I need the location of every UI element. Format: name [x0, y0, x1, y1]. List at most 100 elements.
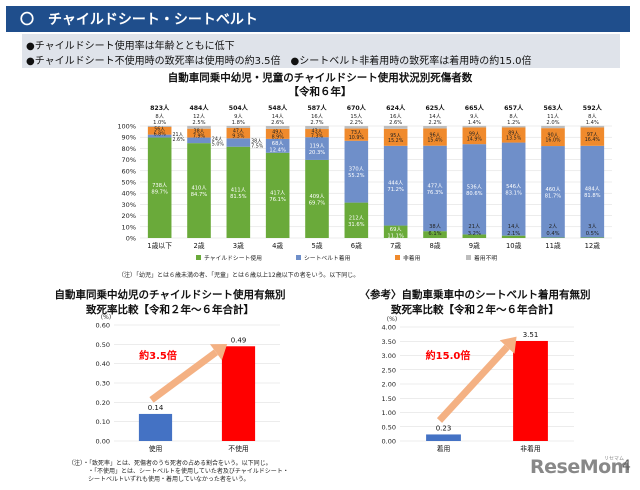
data-label: 7.5%: [251, 144, 264, 150]
page-title: 〇 チャイルドシート・シートベルト: [20, 12, 258, 28]
data-label: 89.7%: [151, 189, 168, 195]
data-label: 546人: [506, 183, 521, 190]
data-label: 16.4%: [585, 137, 601, 143]
data-label: 6.1%: [428, 231, 441, 237]
data-label: 1.4%: [468, 120, 481, 126]
data-label: 212人: [349, 214, 364, 221]
x-tick-label: 3歳: [233, 241, 244, 250]
bar-segment: [344, 128, 369, 141]
bar-segment: [423, 145, 447, 232]
data-label: 2.2%: [350, 120, 363, 126]
data-label: 2.6%: [271, 120, 284, 126]
annotation-label: 約3.5倍: [139, 349, 177, 362]
total-label: 670人: [347, 104, 367, 112]
bar-segment: [147, 127, 172, 135]
data-label: 73人: [351, 130, 362, 136]
total-label: 563人: [543, 104, 563, 112]
left-chart-subtitle: 致死率比較【令和２年～６年合計】: [86, 304, 254, 316]
data-label: 738人: [152, 182, 167, 189]
y-tick-label: 0.40: [96, 360, 110, 368]
data-label: 69.7%: [309, 200, 326, 206]
data-label: 14人: [272, 113, 284, 120]
y-tick-label: 4.00: [382, 324, 396, 332]
bar-segment: [462, 125, 487, 128]
legend-swatch: [196, 255, 201, 260]
right-chart-subtitle: 致死率比較【令和２年～６年合計】: [391, 304, 559, 316]
arrow-head: [499, 336, 517, 354]
left-note-2: ・「不使用」とは、シートベルトを使用していた者及びチャイルドシート・: [88, 468, 289, 475]
data-label: 370人: [349, 166, 364, 173]
arrow-shaft: [436, 344, 510, 423]
value-label: 3.51: [523, 331, 539, 339]
data-label: 68人: [272, 140, 284, 147]
bar-segment: [187, 143, 211, 238]
data-label: 2.2%: [428, 120, 441, 126]
data-label: 71.2%: [387, 187, 404, 193]
data-label: 3.2%: [468, 231, 481, 237]
bar-segment: [423, 126, 447, 129]
page-number: 4: [622, 458, 631, 474]
data-label: 47人: [233, 129, 244, 135]
data-label: 20.3%: [309, 150, 326, 156]
bar-segment: [383, 145, 408, 226]
bar-segment: [147, 134, 172, 138]
x-tick-label: 使用: [149, 444, 163, 453]
bar: [221, 346, 256, 441]
x-tick-label: 4歳: [272, 241, 283, 250]
x-tick-label: 10歳: [506, 241, 522, 250]
data-label: 9人: [234, 113, 243, 120]
value-label: 0.23: [436, 424, 452, 432]
unit-label: (%): [101, 314, 111, 321]
bar-segment: [265, 126, 290, 129]
x-tick-label: 8歳: [429, 241, 440, 250]
resemom-logo: ReseMom: [530, 456, 630, 478]
data-label: 15人: [350, 113, 362, 120]
data-label: 12.4%: [269, 147, 286, 153]
annotation-label: 約15.0倍: [426, 349, 471, 362]
y-tick-label: 2.00: [382, 381, 396, 389]
data-label: 76.3%: [427, 190, 444, 196]
bar-segment: [580, 125, 605, 128]
bar-segment: [187, 137, 211, 144]
data-label: 10.9%: [349, 135, 365, 141]
y-tick-label: 1.50: [382, 395, 396, 403]
bar-segment: [226, 125, 251, 128]
data-label: 0.4%: [546, 231, 559, 237]
x-tick-label: 9歳: [469, 241, 480, 250]
bar-segment: [305, 126, 329, 130]
bar-segment: [147, 125, 172, 128]
right-bar-chart: (%) 0.00 0.50 1.00 1.50 2.00 2.50 3.00 3.50 4.00 0…: [382, 316, 574, 453]
data-label: 49人: [272, 129, 283, 135]
legend-label: 非着用: [403, 254, 421, 262]
data-label: 536人: [467, 183, 482, 190]
data-label: 89人: [508, 131, 519, 137]
data-label: 81.8%: [584, 193, 601, 199]
bar-segment: [501, 142, 526, 236]
main-chart-note: （注）「幼児」とは６歳未満の者、「児童」とは６歳以上12歳以下の者をいう。以下同…: [118, 272, 360, 279]
header-bar: 〇 チャイルドシート・シートベルト: [6, 6, 630, 32]
data-label: 16人: [390, 113, 402, 120]
x-tick-label: 1歳以下: [147, 241, 172, 250]
unit-label: (%): [387, 316, 397, 323]
data-label: 409人: [309, 193, 324, 200]
bar-segment: [580, 237, 605, 238]
bar-segment: [305, 129, 329, 138]
data-label: 81.7%: [545, 193, 562, 199]
y-tick-label: 10%: [122, 223, 136, 231]
data-label: 80.6%: [466, 191, 483, 197]
y-tick-label: 70%: [122, 156, 136, 164]
bar-segment: [541, 125, 565, 129]
value-label: 0.14: [148, 404, 164, 412]
bar: [426, 434, 461, 441]
main-chart-subtitle: 【令和６年】: [288, 86, 352, 98]
bar-segment: [462, 144, 487, 235]
bar-segment: [423, 128, 447, 146]
summary-line-2: ●チャイルドシート不使用時の致死率は使用時の約3.5倍 ●シートベルト非着用時の…: [26, 56, 532, 67]
total-label: 657人: [504, 104, 524, 112]
legend-swatch: [296, 255, 301, 260]
data-label: 99人: [469, 131, 480, 137]
x-tick-label: 12歳: [585, 241, 601, 250]
data-label: 24人: [212, 136, 223, 142]
data-label: 8人: [509, 113, 518, 120]
bar-segment: [580, 127, 605, 146]
